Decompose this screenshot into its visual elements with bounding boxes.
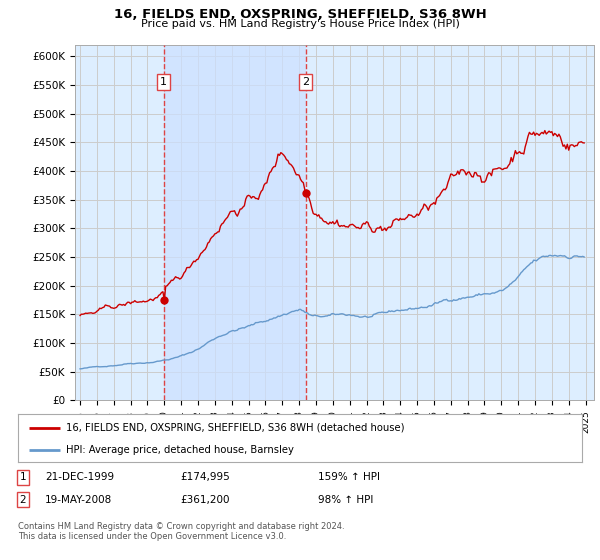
Text: HPI: Average price, detached house, Barnsley: HPI: Average price, detached house, Barn… <box>66 445 294 455</box>
Text: £174,995: £174,995 <box>180 472 230 482</box>
Text: Contains HM Land Registry data © Crown copyright and database right 2024.
This d: Contains HM Land Registry data © Crown c… <box>18 522 344 542</box>
Text: 2: 2 <box>19 494 26 505</box>
Text: 16, FIELDS END, OXSPRING, SHEFFIELD, S36 8WH (detached house): 16, FIELDS END, OXSPRING, SHEFFIELD, S36… <box>66 423 404 433</box>
Text: 21-DEC-1999: 21-DEC-1999 <box>45 472 114 482</box>
Text: 98% ↑ HPI: 98% ↑ HPI <box>318 494 373 505</box>
Text: £361,200: £361,200 <box>180 494 229 505</box>
Text: Price paid vs. HM Land Registry's House Price Index (HPI): Price paid vs. HM Land Registry's House … <box>140 19 460 29</box>
Text: 19-MAY-2008: 19-MAY-2008 <box>45 494 112 505</box>
Text: 16, FIELDS END, OXSPRING, SHEFFIELD, S36 8WH: 16, FIELDS END, OXSPRING, SHEFFIELD, S36… <box>113 8 487 21</box>
Text: 1: 1 <box>19 472 26 482</box>
Text: 1: 1 <box>160 77 167 87</box>
Text: 2: 2 <box>302 77 309 87</box>
Bar <box>164 45 305 400</box>
Text: 159% ↑ HPI: 159% ↑ HPI <box>318 472 380 482</box>
